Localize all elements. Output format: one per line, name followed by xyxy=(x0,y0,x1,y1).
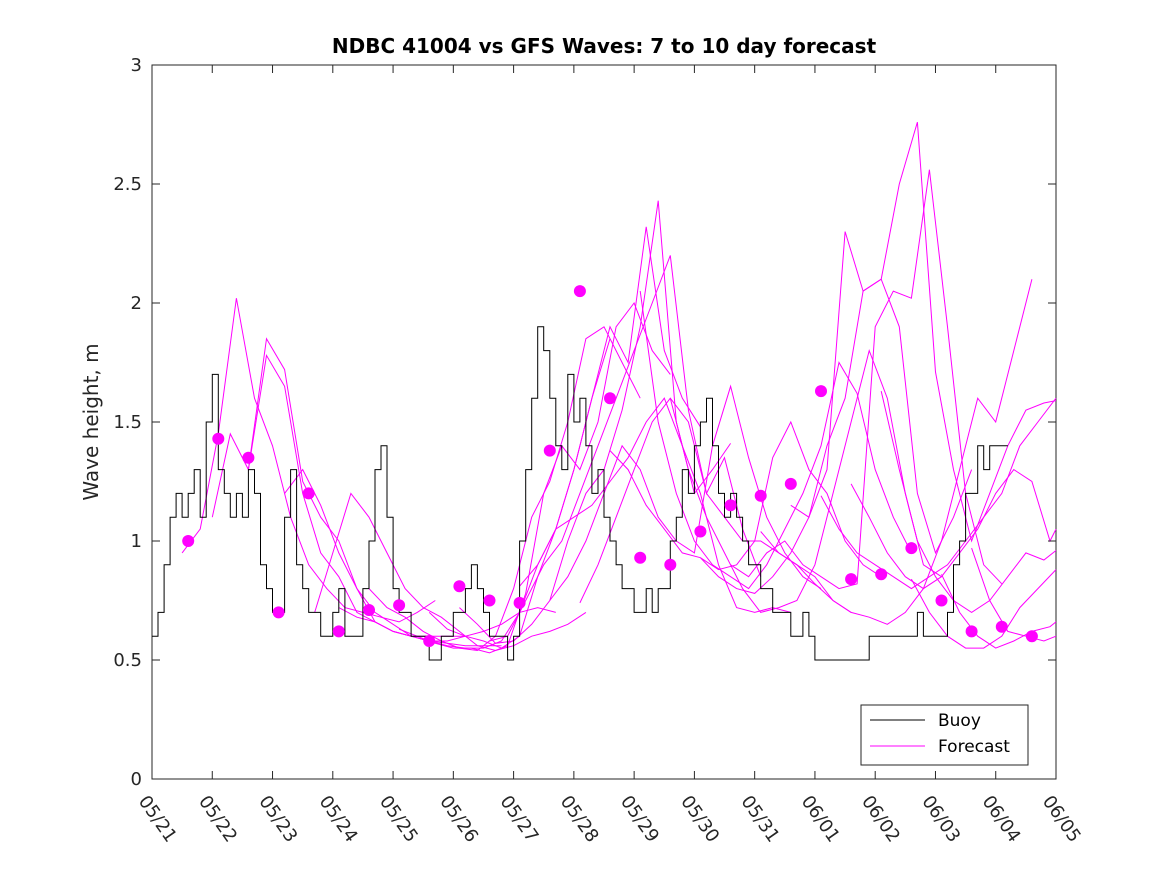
forecast-marker xyxy=(634,551,647,564)
chart-title: NDBC 41004 vs GFS Waves: 7 to 10 day for… xyxy=(332,34,877,58)
forecast-line xyxy=(880,390,1057,613)
forecast-marker xyxy=(393,599,406,612)
forecast-marker xyxy=(694,525,707,538)
forecast-line xyxy=(549,384,822,601)
forecast-line xyxy=(730,169,1003,590)
forecast-marker xyxy=(995,620,1008,633)
forecast-marker xyxy=(784,477,797,490)
forecast-marker xyxy=(423,635,436,647)
forecast-line xyxy=(579,397,852,613)
y-tick-label: 2 xyxy=(131,293,142,314)
forecast-line xyxy=(181,298,436,623)
forecast-line xyxy=(428,226,701,649)
y-tick-label: 0.5 xyxy=(113,650,142,671)
forecast-line xyxy=(368,326,641,652)
forecast-line xyxy=(910,569,1057,649)
y-tick-label: 2.5 xyxy=(113,174,142,195)
forecast-marker xyxy=(604,392,616,405)
forecast-marker xyxy=(182,535,195,547)
legend-buoy-label: Buoy xyxy=(938,711,981,731)
forecast-marker xyxy=(664,558,677,571)
forecast-marker xyxy=(242,451,255,464)
forecast-marker xyxy=(453,580,466,593)
forecast-marker xyxy=(483,594,496,607)
forecast-marker xyxy=(815,385,827,398)
forecast-marker xyxy=(754,489,767,502)
forecast-line xyxy=(941,574,1057,649)
forecast-line xyxy=(700,278,973,594)
forecast-marker xyxy=(543,444,556,457)
forecast-line xyxy=(489,255,762,642)
forecast-marker xyxy=(332,625,345,638)
forecast-line xyxy=(790,121,1057,543)
forecast-marker xyxy=(905,542,918,555)
plot-area xyxy=(151,64,1057,780)
forecast-line xyxy=(398,301,671,654)
forecast-marker xyxy=(724,499,737,512)
forecast-marker xyxy=(875,568,888,581)
forecast-marker xyxy=(935,594,948,607)
forecast-line xyxy=(609,420,882,578)
forecast-marker xyxy=(1025,630,1038,643)
forecast-marker xyxy=(965,625,978,638)
forecast-marker xyxy=(363,604,375,616)
y-axis-label: Wave height, m xyxy=(79,343,103,500)
y-tick-label: 1 xyxy=(131,531,142,552)
forecast-line xyxy=(820,397,1057,590)
marker-group xyxy=(182,285,1038,647)
forecast-line xyxy=(971,547,1057,642)
forecast-line xyxy=(314,492,587,652)
forecast-marker xyxy=(302,487,315,500)
forecast-series-group xyxy=(181,121,1057,654)
y-tick-label: 1.5 xyxy=(113,412,142,433)
forecast-marker xyxy=(845,573,858,586)
forecast-line xyxy=(519,397,791,613)
y-tick-label: 3 xyxy=(131,55,142,76)
forecast-marker xyxy=(272,606,285,619)
forecast-line xyxy=(669,348,942,613)
legend: Buoy Forecast xyxy=(860,704,1029,766)
forecast-marker xyxy=(573,285,586,298)
forecast-line xyxy=(760,279,1033,625)
forecast-marker xyxy=(513,596,526,609)
legend-forecast-label: Forecast xyxy=(938,737,1010,757)
y-tick-label: 0 xyxy=(131,769,142,790)
forecast-marker xyxy=(212,432,225,445)
legend-box xyxy=(860,704,1029,766)
